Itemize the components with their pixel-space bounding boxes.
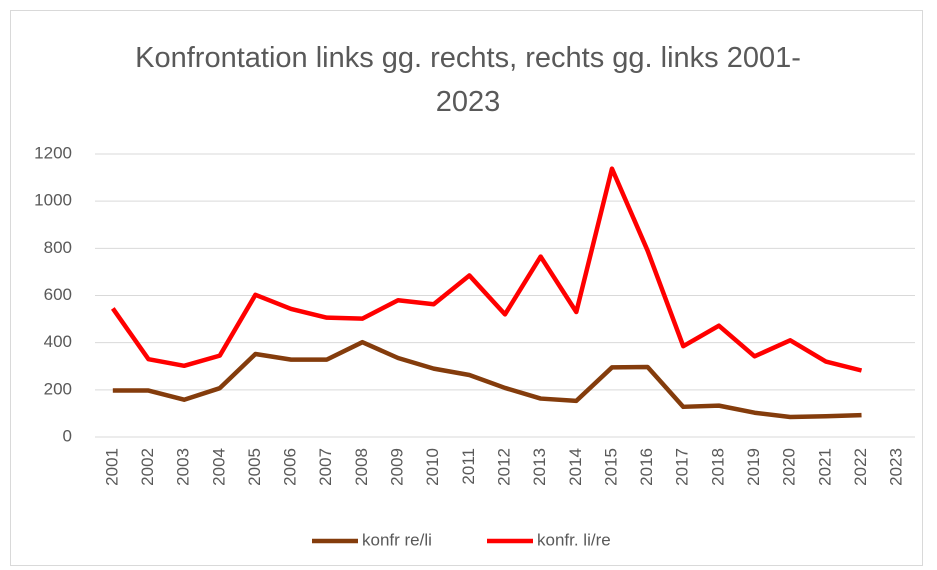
- legend-label: konfr re/li: [362, 530, 432, 549]
- x-tick-label: 2021: [815, 448, 834, 486]
- y-tick-label: 400: [44, 332, 72, 351]
- x-tick-label: 2017: [673, 448, 692, 486]
- x-tick-label: 2012: [494, 448, 513, 486]
- chart-title: Konfrontation links gg. rechts, rechts g…: [135, 42, 801, 118]
- x-tick-label: 2007: [316, 448, 335, 486]
- x-tick-label: 2013: [530, 448, 549, 486]
- x-tick-label: 2009: [388, 448, 407, 486]
- x-tick-label: 2010: [423, 448, 442, 486]
- y-tick-label: 1200: [34, 143, 72, 162]
- x-tick-label: 2008: [352, 448, 371, 486]
- y-tick-label: 0: [63, 426, 72, 445]
- line-series: [112, 339, 862, 420]
- x-tick-label: 2002: [138, 448, 157, 486]
- y-tick-label: 1000: [34, 191, 72, 210]
- y-tick-label: 200: [44, 379, 72, 398]
- x-tick-label: 2022: [851, 448, 870, 486]
- x-tick-label: 2014: [566, 448, 585, 486]
- x-tick-label: 2003: [174, 448, 193, 486]
- x-tick-label: 2006: [281, 448, 300, 486]
- x-tick-label: 2001: [102, 448, 121, 486]
- x-tick-label: 2023: [887, 448, 906, 486]
- x-tick-label: 2005: [245, 448, 264, 486]
- line-series: [110, 166, 863, 373]
- y-tick-label: 600: [44, 285, 72, 304]
- x-tick-label: 2015: [601, 448, 620, 486]
- x-tick-label: 2020: [780, 448, 799, 486]
- chart-border: [10, 10, 923, 566]
- x-tick-label: 2016: [637, 448, 656, 486]
- x-tick-label: 2004: [209, 448, 228, 486]
- x-tick-label: 2018: [708, 448, 727, 486]
- x-tick-label: 2019: [744, 448, 763, 486]
- x-tick-label: 2011: [459, 448, 478, 485]
- legend-label: konfr. li/re: [537, 530, 611, 549]
- y-tick-label: 800: [44, 238, 72, 257]
